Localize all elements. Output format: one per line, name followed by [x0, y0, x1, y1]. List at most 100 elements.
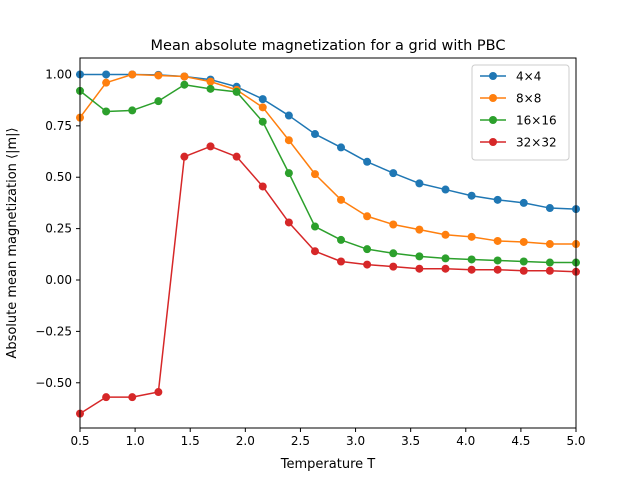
data-point	[467, 265, 476, 274]
data-point	[441, 185, 450, 194]
legend-item: 4×4	[480, 70, 541, 84]
legend-marker-swatch	[489, 116, 497, 124]
data-point	[337, 235, 346, 244]
data-point	[284, 136, 293, 145]
legend: 4×4 8×8 16×16 32×32	[471, 64, 570, 161]
data-point	[180, 72, 189, 81]
data-point	[415, 225, 424, 234]
series-3	[76, 80, 580, 267]
data-point	[467, 232, 476, 241]
data-point	[206, 142, 215, 151]
data-point	[206, 77, 215, 86]
legend-marker-swatch	[489, 94, 497, 102]
data-point	[545, 204, 554, 213]
legend-item: 16×16	[480, 114, 557, 128]
plot-area: 0.5 1.0 1.5 2.0 2.5 3.0 3.5 4.0 4.5 5.0 −0.50 −0.25…	[35, 67, 585, 448]
data-point	[102, 107, 111, 116]
data-point	[284, 218, 293, 227]
y-tick-label: −0.50	[35, 376, 72, 390]
data-point	[154, 71, 163, 80]
x-tick-label: 0.5	[70, 434, 89, 448]
data-point	[519, 257, 528, 266]
data-point	[284, 111, 293, 120]
data-point	[493, 195, 502, 204]
data-point	[493, 265, 502, 274]
x-tick-label: 4.5	[511, 434, 530, 448]
x-tick-label: 1.5	[181, 434, 200, 448]
data-point	[467, 255, 476, 264]
data-point	[258, 95, 267, 104]
data-point	[363, 157, 372, 166]
data-point	[389, 249, 398, 258]
data-point	[232, 152, 241, 161]
data-point	[154, 388, 163, 397]
series-line	[79, 83, 576, 264]
data-point	[180, 80, 189, 89]
x-tick-label: 1.0	[126, 434, 145, 448]
legend-box	[471, 64, 570, 161]
data-point	[545, 258, 554, 267]
x-axis-label: Temperature T	[280, 457, 375, 472]
data-point	[389, 220, 398, 229]
legend-marker-swatch	[489, 72, 497, 80]
y-tick-label: 1.00	[45, 67, 72, 81]
data-point	[337, 257, 346, 266]
legend-marker-swatch	[489, 138, 497, 146]
y-axis-label: Absolute mean magnetization ⟨|m|⟩	[5, 127, 20, 358]
chart-title: Mean absolute magnetization for a grid w…	[151, 38, 506, 54]
data-point	[493, 256, 502, 265]
data-point	[154, 97, 163, 106]
y-tick-label: 0.00	[45, 273, 72, 287]
data-point	[519, 198, 528, 207]
data-point	[441, 264, 450, 273]
data-point	[519, 237, 528, 246]
data-point	[545, 266, 554, 275]
data-point	[128, 393, 137, 402]
x-tick-label: 2.0	[236, 434, 255, 448]
data-point	[206, 84, 215, 93]
data-point	[493, 236, 502, 245]
x-tick-label: 3.0	[346, 434, 365, 448]
data-point	[180, 152, 189, 161]
data-point	[102, 393, 111, 402]
data-point	[415, 252, 424, 261]
data-point	[102, 78, 111, 87]
data-point	[337, 195, 346, 204]
data-point	[415, 179, 424, 188]
data-point	[441, 230, 450, 239]
data-point	[467, 191, 476, 200]
y-tick-label: 0.25	[45, 222, 72, 236]
data-point	[415, 264, 424, 273]
data-point	[310, 130, 319, 139]
legend-label: 4×4	[516, 70, 541, 84]
data-point	[389, 169, 398, 178]
data-point	[545, 240, 554, 249]
x-tick-label: 4.0	[456, 434, 475, 448]
series-4	[76, 142, 580, 418]
y-tick-label: −0.25	[35, 324, 72, 338]
series-line	[79, 73, 576, 245]
data-point	[284, 169, 293, 178]
y-tick-label: 0.50	[45, 170, 72, 184]
data-point	[232, 87, 241, 96]
data-point	[310, 222, 319, 231]
y-tick-label: 0.75	[45, 119, 72, 133]
legend-item: 8×8	[480, 92, 541, 106]
data-point	[128, 106, 137, 115]
legend-label: 32×32	[516, 136, 557, 150]
data-point	[441, 254, 450, 263]
data-point	[519, 266, 528, 275]
data-point	[310, 170, 319, 179]
legend-label: 8×8	[516, 92, 541, 106]
data-point	[128, 70, 137, 79]
x-tick-label: 3.5	[401, 434, 420, 448]
data-point	[389, 262, 398, 271]
axes-frame	[79, 57, 577, 429]
data-point	[258, 182, 267, 191]
x-tick-label: 5.0	[566, 434, 585, 448]
data-point	[363, 260, 372, 269]
data-point	[102, 70, 111, 79]
x-tick-label: 2.5	[291, 434, 310, 448]
data-point	[258, 117, 267, 126]
